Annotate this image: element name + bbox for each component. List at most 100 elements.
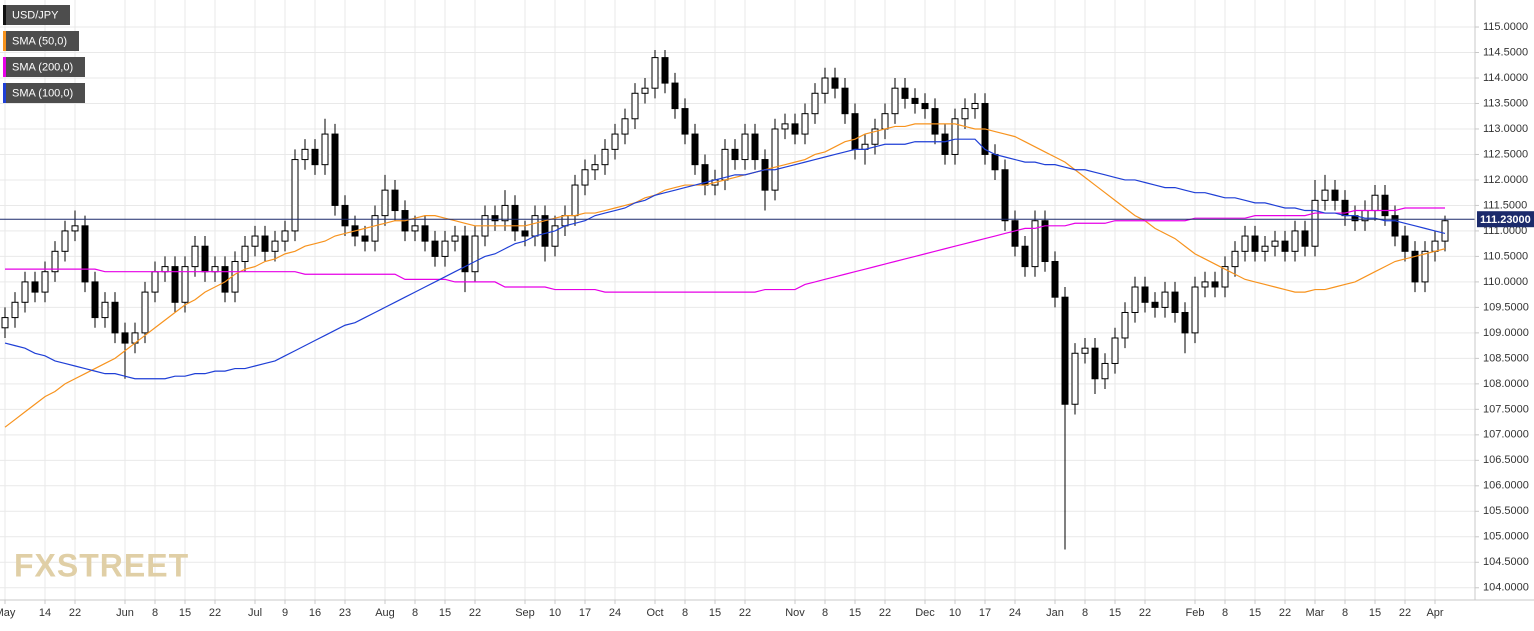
- candle-body: [361, 235, 369, 242]
- candle-body: [1311, 199, 1319, 247]
- x-tick-label: 16: [309, 607, 321, 619]
- candle-body: [471, 235, 479, 273]
- x-tick-label: 14: [39, 607, 51, 619]
- candle-body: [821, 77, 829, 94]
- candle-body: [601, 148, 609, 166]
- x-tick-label: 22: [1139, 607, 1151, 619]
- candle-body: [1181, 311, 1189, 334]
- candle-body: [1201, 281, 1209, 288]
- x-tick-label: Aug: [375, 607, 395, 619]
- candle-body: [411, 225, 419, 232]
- candle-body: [591, 164, 599, 171]
- candle-body: [311, 148, 319, 166]
- grid-layer: [0, 0, 1475, 600]
- y-tick-label: 109.0000: [1483, 327, 1529, 339]
- candle-body: [1021, 245, 1029, 268]
- candle-body: [931, 108, 939, 135]
- x-tick-label: 10: [949, 607, 961, 619]
- candle-body: [451, 235, 459, 242]
- candle-body: [581, 169, 589, 186]
- x-tick-label: 22: [1279, 607, 1291, 619]
- candle-body: [521, 230, 529, 237]
- candle-body: [751, 133, 759, 161]
- candle-body: [111, 301, 119, 334]
- candle-body: [621, 118, 629, 135]
- candle-body: [1051, 261, 1059, 298]
- candle-body: [1271, 240, 1279, 247]
- candle-body: [1191, 286, 1199, 334]
- legend-box: [3, 31, 79, 51]
- candle-body: [41, 271, 49, 293]
- candle-body: [91, 281, 99, 319]
- candle-body: [71, 225, 79, 232]
- x-tick-label: Feb: [1186, 607, 1205, 619]
- candle-body: [871, 128, 879, 145]
- candle-body: [391, 189, 399, 212]
- candle-body: [651, 57, 659, 89]
- candle-body: [1441, 220, 1449, 242]
- candle-body: [1031, 220, 1039, 268]
- candle-body: [331, 133, 339, 206]
- candle-body: [211, 266, 219, 273]
- candle-body: [151, 271, 159, 293]
- y-tick-label: 112.0000: [1483, 174, 1528, 186]
- candle-body: [1171, 291, 1179, 313]
- x-tick-label: 22: [739, 607, 751, 619]
- candle-body: [891, 87, 899, 115]
- x-tick-label: 8: [1342, 607, 1348, 619]
- x-tick-label: 8: [1222, 607, 1228, 619]
- candle-body: [1411, 250, 1419, 283]
- x-tick-label: 15: [1249, 607, 1261, 619]
- sma-line: [4, 138, 1446, 380]
- candle-body: [301, 148, 309, 161]
- candle-body: [251, 235, 259, 247]
- candle-body: [661, 57, 669, 84]
- candle-body: [901, 87, 909, 99]
- candle-body: [731, 148, 739, 161]
- candle-body: [1081, 347, 1089, 354]
- candle-body: [1301, 230, 1309, 247]
- x-tick-label: 9: [282, 607, 288, 619]
- candle-body: [611, 133, 619, 150]
- candle-body: [831, 77, 839, 89]
- mark-layer: [0, 49, 1475, 550]
- candle-body: [181, 266, 189, 303]
- x-tick-label: 15: [1369, 607, 1381, 619]
- candle-body: [811, 92, 819, 115]
- candle-body: [281, 230, 289, 242]
- x-tick-label: Dec: [915, 607, 935, 619]
- candle-body: [1071, 352, 1079, 405]
- candle-body: [911, 97, 919, 104]
- last-price-box: [1477, 211, 1534, 228]
- candle-body: [1371, 194, 1379, 212]
- candle-body: [851, 113, 859, 150]
- candle-body: [341, 204, 349, 227]
- legend-box: [3, 83, 85, 103]
- candle-body: [1211, 281, 1219, 288]
- candle-body: [371, 215, 379, 242]
- candle-body: [31, 281, 39, 293]
- candle-body: [291, 159, 299, 232]
- candle-body: [461, 235, 469, 273]
- legend-item: SMA (100,0): [3, 83, 85, 103]
- candle-body: [721, 148, 729, 181]
- y-tick-label: 108.5000: [1483, 352, 1529, 364]
- sma-line: [5, 207, 1445, 293]
- x-tick-label: Sep: [515, 607, 535, 619]
- y-tick-label: 114.0000: [1483, 72, 1528, 84]
- y-tick-label: 107.0000: [1483, 429, 1529, 441]
- candle-body: [1431, 240, 1439, 252]
- x-tick-label: Jun: [116, 607, 134, 619]
- candle-body: [1141, 286, 1149, 303]
- x-tick-label: 10: [549, 607, 561, 619]
- last-price-label: 111.23000: [1480, 214, 1531, 226]
- candle-body: [941, 133, 949, 155]
- plot-background: [0, 0, 1475, 600]
- legend-swatch: [3, 5, 6, 25]
- candle-body: [1001, 169, 1009, 222]
- candle-body: [1291, 230, 1299, 252]
- x-tick-label: 23: [339, 607, 351, 619]
- candle-body: [21, 281, 29, 303]
